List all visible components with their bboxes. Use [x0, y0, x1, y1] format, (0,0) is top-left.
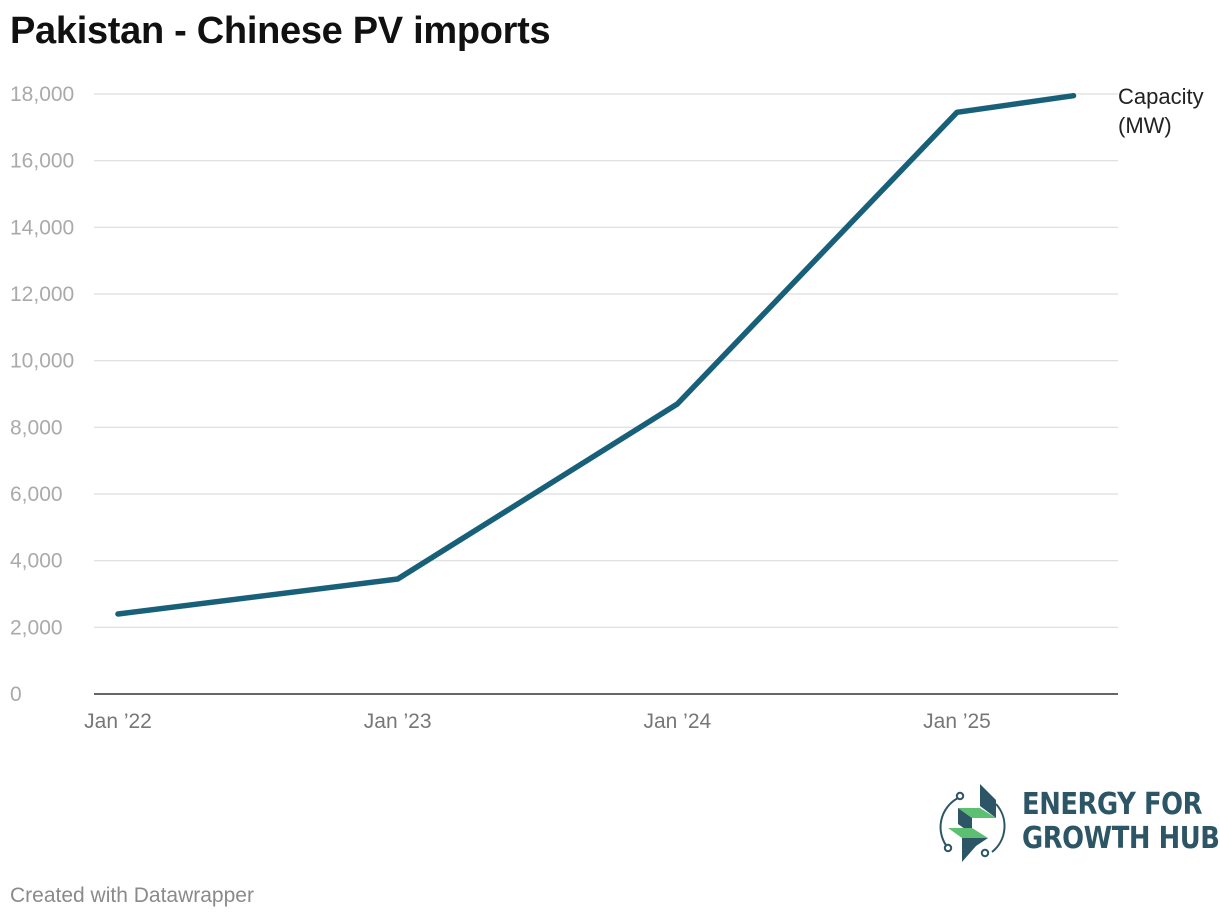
logo-mark-icon: [939, 784, 1006, 862]
x-tick-label: Jan ’24: [643, 710, 711, 733]
series-label-line-1: Capacity: [1118, 84, 1204, 109]
series: [115, 92, 1077, 617]
series-label: Capacity (MW): [1118, 84, 1210, 138]
y-tick-label: 10,000: [10, 350, 74, 373]
energy-for-growth-hub-logo: ENERGY FOR GROWTH HUB: [936, 782, 1220, 866]
data-point: [115, 611, 121, 617]
y-tick-label: 2,000: [10, 616, 63, 639]
credit-text: Created with Datawrapper: [10, 884, 254, 907]
x-tick-label: Jan ’22: [84, 710, 152, 733]
gridlines: [94, 93, 1118, 628]
data-point: [1071, 93, 1077, 99]
chart-title: Pakistan - Chinese PV imports: [10, 10, 551, 52]
y-tick-label: 14,000: [10, 216, 74, 239]
logo-line-2: GROWTH HUB: [1022, 821, 1220, 856]
data-point: [395, 576, 401, 582]
x-axis-ticks: Jan ’22 Jan ’23 Jan ’24 Jan ’25: [84, 710, 991, 733]
series-line: [115, 92, 1077, 617]
data-point: [954, 109, 960, 115]
series-label-line-2: (MW): [1118, 113, 1172, 138]
y-tick-label: 18,000: [10, 83, 74, 106]
y-tick-label: 4,000: [10, 550, 63, 573]
y-tick-label: 0: [10, 683, 22, 706]
y-axis-ticks: 0 2,000 4,000 6,000 8,000 10,000 12,000 14,000 1…: [10, 83, 74, 706]
y-tick-label: 6,000: [10, 483, 63, 506]
y-tick-label: 16,000: [10, 150, 74, 173]
x-tick-label: Jan ’23: [364, 710, 432, 733]
logo-wordmark: ENERGY FOR GROWTH HUB: [1022, 788, 1220, 856]
logo-line-1: ENERGY FOR: [1022, 787, 1203, 822]
x-tick-label: Jan ’25: [923, 710, 991, 733]
y-tick-label: 8,000: [10, 416, 63, 439]
data-point: [674, 401, 680, 407]
line-chart: 0 2,000 4,000 6,000 8,000 10,000 12,000 14,000 1…: [10, 83, 1210, 733]
y-tick-label: 12,000: [10, 283, 74, 306]
